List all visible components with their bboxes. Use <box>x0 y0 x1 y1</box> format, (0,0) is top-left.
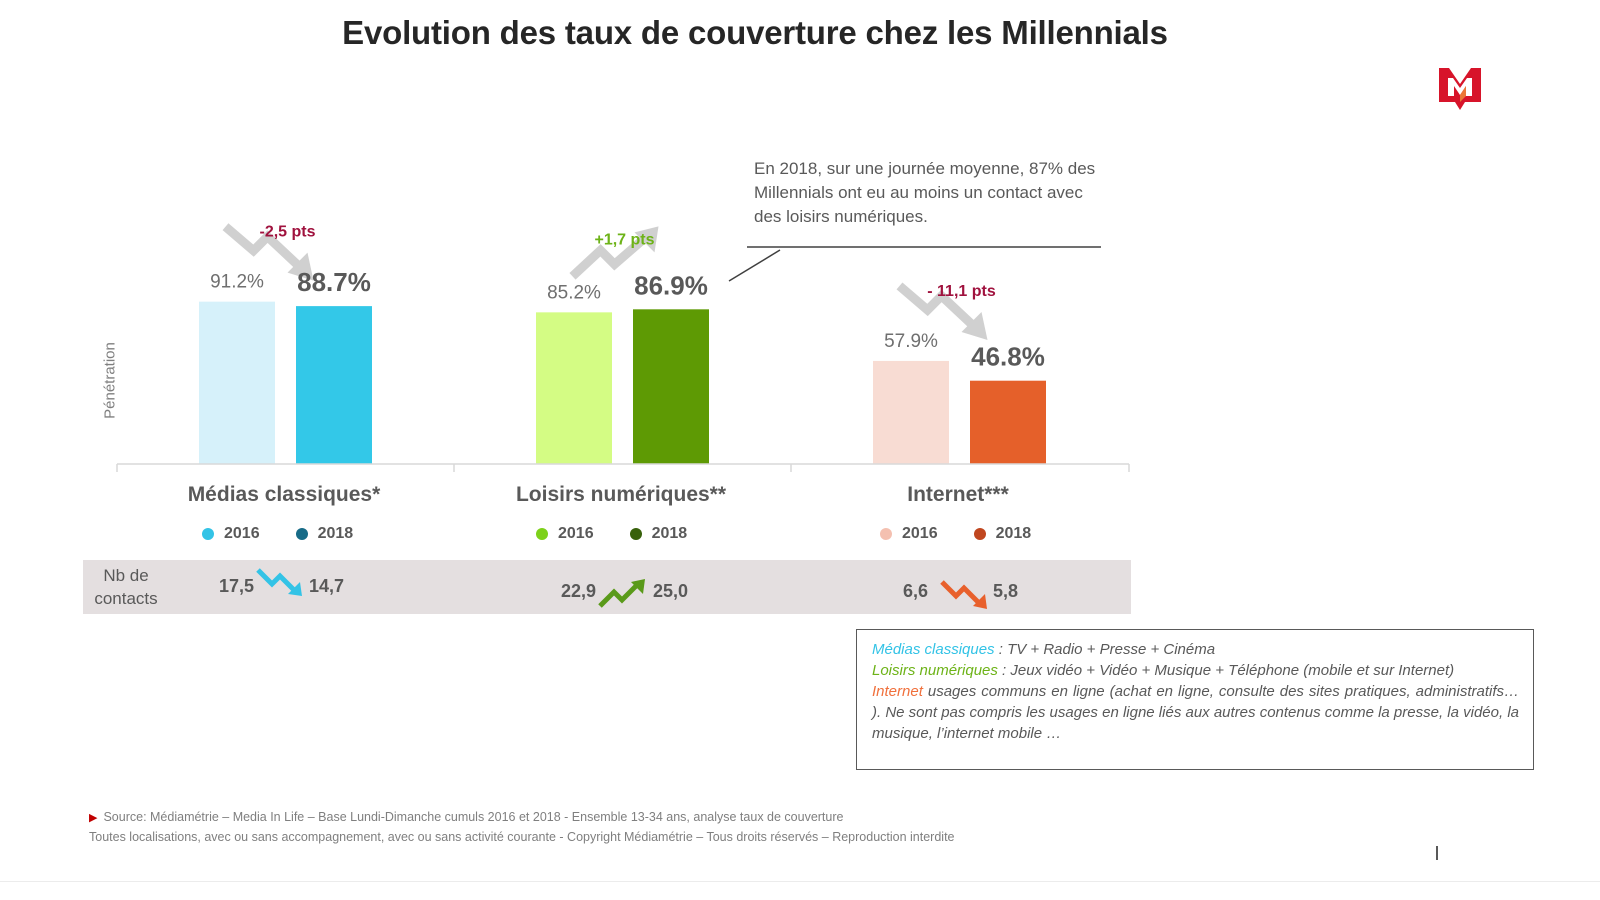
trend-arrow-head-icon <box>634 226 659 253</box>
page-title: Evolution des taux de couverture chez le… <box>342 14 1168 51</box>
contact-value-2016: 6,6 <box>903 581 929 601</box>
trend-up-arrow-icon <box>598 579 645 608</box>
legend-item-2016: 2016 <box>880 525 938 543</box>
legend-dot-icon <box>536 528 548 540</box>
trend-arrow-icon <box>896 282 977 330</box>
contacts-row-label: Nb de contacts <box>94 566 158 608</box>
category-label-loisirs: Loisirs numériques** <box>515 483 727 506</box>
legend-item-2016: 2016 <box>202 525 260 543</box>
contacts-band <box>83 560 1131 614</box>
legend-dot-icon <box>295 528 308 540</box>
bar-value-label: 86.9% <box>634 270 708 300</box>
bullet-arrow-icon: ▶ <box>89 812 98 824</box>
definition-loisirs: Loisirs numériques : Jeux vidéo + Vidéo … <box>872 662 1455 679</box>
bar-2018-0 <box>296 306 372 464</box>
contact-value-2016: 22,9 <box>561 581 597 601</box>
legend-item-2018: 2018 <box>629 525 687 543</box>
definitions-box: Médias classiques : TV + Radio + Presse … <box>856 629 1534 770</box>
definition-medias: Médias classiques : TV + Radio + Presse … <box>872 641 1216 658</box>
trend-arrow-head-icon <box>961 311 988 340</box>
legend-dot-icon <box>629 528 642 540</box>
bar-value-label: 85.2% <box>547 282 601 303</box>
legend-loisirs: 2016 2018 <box>536 525 687 543</box>
change-annotation: -2,5 pts <box>259 224 315 241</box>
contact-value-2016: 17,5 <box>219 576 255 596</box>
bar-value-label: 57.9% <box>884 331 938 352</box>
change-annotation: - 11,1 pts <box>927 283 996 300</box>
trend-arrow-icon <box>569 234 648 280</box>
bar-value-label: 91.2% <box>210 272 264 293</box>
contact-value-2018: 14,7 <box>309 576 345 596</box>
bottom-divider <box>0 881 1600 882</box>
bar-value-label: 46.8% <box>971 342 1045 372</box>
bar-2016-1 <box>536 312 612 464</box>
legend-item-2016: 2016 <box>536 525 594 543</box>
bar-2016-0 <box>199 301 275 464</box>
contact-value-2018: 25,0 <box>653 581 689 601</box>
trend-down-arrow-icon <box>940 580 987 609</box>
source-note: ▶ Source: Médiamétrie – Media In Life – B… <box>89 810 844 824</box>
definition-internet: Internet usages communs en ligne (achat … <box>872 683 1519 742</box>
legend-dot-icon <box>880 528 892 540</box>
mediametrie-logo-icon <box>1439 68 1481 110</box>
trend-down-arrow-icon <box>256 568 302 596</box>
callout-text: En 2018, sur une journée moyenne, 87% de… <box>754 159 1096 226</box>
bar-2016-2 <box>873 360 949 464</box>
trend-arrow-icon <box>222 223 303 270</box>
callout-leader-line <box>728 249 781 282</box>
legend-dot-icon <box>202 528 214 540</box>
legend-dot-icon <box>973 528 986 540</box>
trend-arrow-head-icon <box>287 252 314 281</box>
bar-value-label: 88.7% <box>297 267 371 297</box>
legend-item-2018: 2018 <box>973 525 1031 543</box>
contact-value-2018: 5,8 <box>993 581 1019 601</box>
category-label-medias: Médias classiques* <box>187 483 381 506</box>
change-annotation: +1,7 pts <box>594 231 654 248</box>
legend-medias: 2016 2018 <box>202 525 353 543</box>
bar-2018-2 <box>970 380 1046 464</box>
legend-internet: 2016 2018 <box>880 525 1031 543</box>
copyright-note: Toutes localisations, avec ou sans accom… <box>89 830 955 844</box>
legend-item-2018: 2018 <box>295 525 353 543</box>
category-label-internet: Internet*** <box>907 483 1009 506</box>
bar-2018-1 <box>633 309 709 464</box>
page-marker <box>1436 846 1438 860</box>
